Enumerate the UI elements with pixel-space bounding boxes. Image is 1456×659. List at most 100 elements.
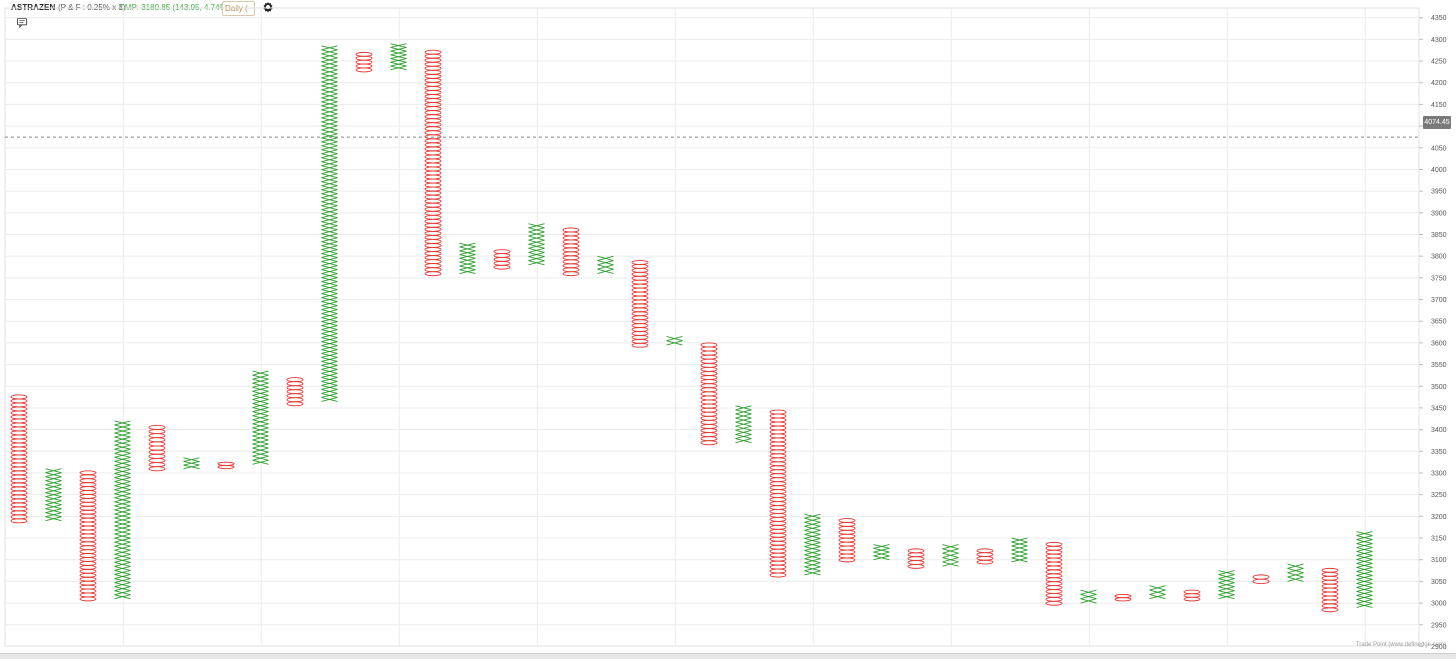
o-box [286,389,304,395]
x-box [321,281,338,287]
y-tick-label: 3300 [1431,470,1447,477]
o-box [631,267,649,273]
o-box [562,251,580,257]
x-box [321,213,338,219]
x-box [390,54,407,60]
o-box [10,402,28,408]
o-box [769,465,787,471]
x-box [804,554,821,560]
o-box [10,510,28,516]
o-box [631,331,649,336]
x-box [183,460,200,466]
o-box [838,537,856,543]
x-box [321,297,338,302]
x-box [45,500,62,506]
x-box [321,373,338,378]
o-box [769,520,787,526]
o-box [424,110,442,116]
x-box [597,268,614,274]
y-tick-label: 4300 [1431,37,1447,44]
o-box [769,556,787,562]
x-box [321,221,338,227]
x-box [597,255,614,261]
scrollbar[interactable] [0,653,1456,659]
x-box [1080,598,1097,604]
o-column [10,394,28,524]
x-box [45,508,62,514]
x-box [1356,571,1373,576]
o-box [355,51,373,57]
o-column [838,518,856,563]
o-box [700,354,718,360]
o-box [286,393,304,399]
o-column [1321,567,1339,613]
o-box [976,548,994,554]
x-box [114,481,131,487]
o-box [79,561,97,566]
y-tick-label: 3900 [1431,210,1447,217]
x-box [1287,567,1304,574]
x-box [597,264,614,270]
x-box [528,243,545,249]
o-box [562,247,580,253]
x-box [114,586,131,592]
x-box [528,256,545,262]
o-box [769,544,787,550]
x-box [45,492,62,498]
x-box [873,547,890,553]
x-box [1011,541,1028,547]
o-box [562,239,580,245]
x-box [735,429,752,435]
x-box [735,421,752,427]
x-box [114,565,131,571]
x-box [114,440,131,446]
y-tick-label: 4250 [1431,59,1447,66]
y-tick-label: 3350 [1431,449,1447,456]
comment-icon[interactable] [17,18,28,28]
o-box [79,525,97,531]
x-box [528,247,545,253]
o-box [631,279,649,285]
o-box [1252,578,1270,585]
x-box [114,424,131,430]
x-box [114,477,131,482]
x-box [528,227,545,233]
x-box [252,411,269,417]
o-box [769,429,787,435]
o-box [769,477,787,483]
o-box [424,218,442,224]
x-box [321,45,338,51]
x-box [1356,602,1373,608]
o-box [424,243,442,248]
x-box [114,469,131,474]
o-box [1321,587,1339,593]
o-column [1114,593,1132,602]
o-box [1045,545,1063,551]
o-box [1045,561,1063,567]
o-box [79,541,97,547]
x-box [114,517,131,523]
o-box [1045,593,1063,598]
o-column [562,227,580,277]
o-box [79,490,97,495]
o-box [355,63,373,69]
x-box [321,353,338,358]
x-box [321,237,338,243]
x-column [183,457,200,470]
x-box [114,549,131,555]
x-box [114,436,131,442]
o-box [631,334,649,340]
x-box [1149,589,1166,595]
o-box [424,178,442,184]
x-box [321,309,338,314]
o-box [907,548,925,554]
o-column [79,470,97,602]
o-box [424,267,442,273]
plot-frame [4,7,1420,647]
o-box [424,77,442,83]
o-box [1321,607,1339,613]
x-box [1356,551,1373,556]
o-box [10,502,28,508]
x-box [114,473,131,478]
x-box [114,529,131,535]
